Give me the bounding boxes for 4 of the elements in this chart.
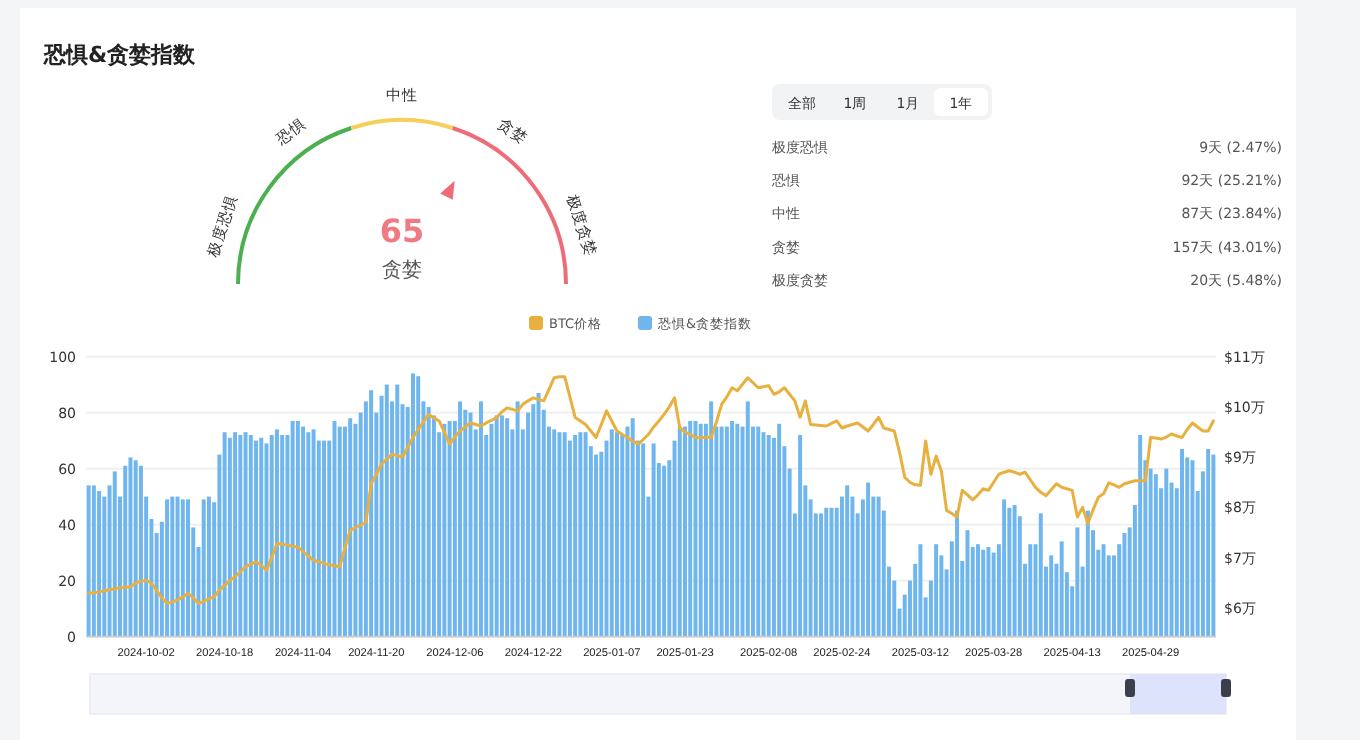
- text: 65: [379, 212, 425, 250]
- text: 贪婪: [382, 258, 422, 282]
- line-series: [87, 375, 1215, 605]
- text: 恐惧&贪婪指数: [42, 42, 198, 68]
